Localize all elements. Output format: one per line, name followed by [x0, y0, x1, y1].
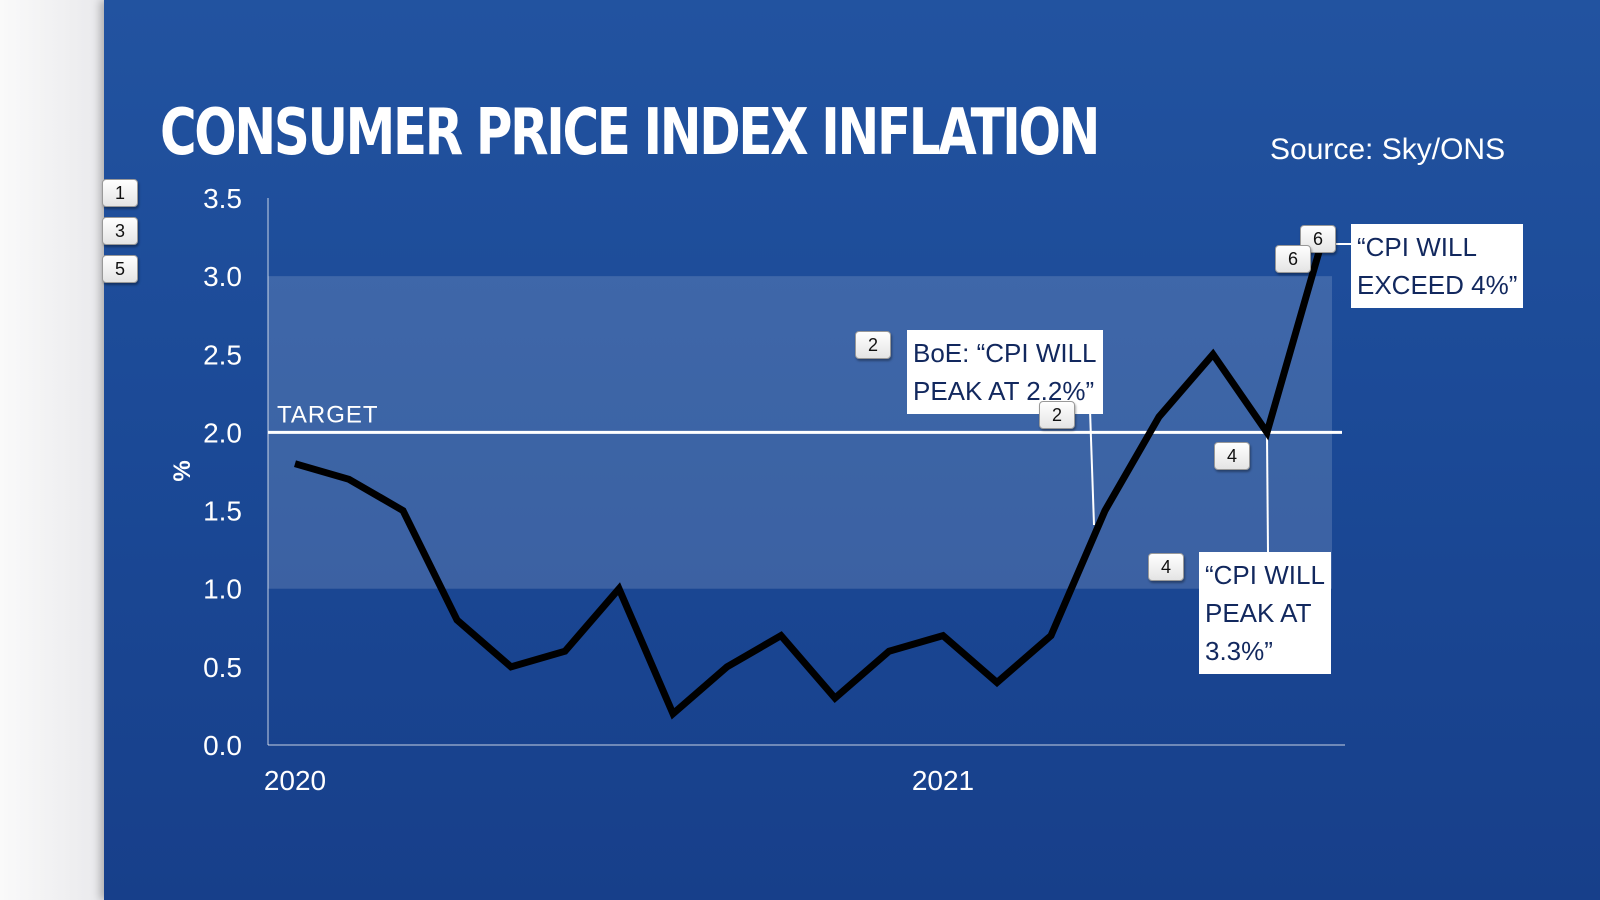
marker-tag-4a[interactable]: 4 — [1214, 442, 1250, 470]
x-tick-label: 2021 — [912, 765, 974, 796]
y-tick-label: 0.5 — [203, 652, 242, 683]
leader-line-peak — [1266, 435, 1269, 553]
y-tick-label: 3.0 — [203, 261, 242, 292]
marker-tag-2a[interactable]: 2 — [855, 331, 891, 359]
marker-tag-6b[interactable]: 6 — [1275, 245, 1311, 273]
target-label: TARGET — [277, 401, 379, 428]
y-tick-label: 2.0 — [203, 417, 242, 448]
annotation-peak-3-3: “CPI WILL PEAK AT 3.3%” — [1199, 552, 1331, 674]
y-tick-label: 1.5 — [203, 496, 242, 527]
marker-tag-3[interactable]: 3 — [102, 217, 138, 245]
y-tick-label: 2.5 — [203, 339, 242, 370]
leader-line-boe — [1089, 409, 1095, 526]
y-axis-label: % — [169, 460, 196, 481]
chart-source: Source: Sky/ONS — [1270, 133, 1506, 166]
y-tick-label: 1.0 — [203, 574, 242, 605]
chart-panel — [104, 0, 1600, 900]
marker-tag-2b[interactable]: 2 — [1039, 401, 1075, 429]
marker-tag-1[interactable]: 1 — [102, 179, 138, 207]
annotation-boe: BoE: “CPI WILL PEAK AT 2.2%” — [907, 330, 1103, 414]
marker-tag-5[interactable]: 5 — [102, 255, 138, 283]
y-tick-label: 3.5 — [203, 183, 242, 214]
y-tick-label: 0.0 — [203, 730, 242, 761]
left-margin — [0, 0, 104, 900]
chart-title: CONSUMER PRICE INDEX INFLATION — [160, 96, 1100, 170]
annotation-exceed-4: “CPI WILL EXCEED 4%” — [1351, 224, 1524, 308]
x-tick-label: 2020 — [264, 765, 326, 796]
marker-tag-4b[interactable]: 4 — [1148, 553, 1184, 581]
cpi-series-line — [294, 243, 1325, 720]
